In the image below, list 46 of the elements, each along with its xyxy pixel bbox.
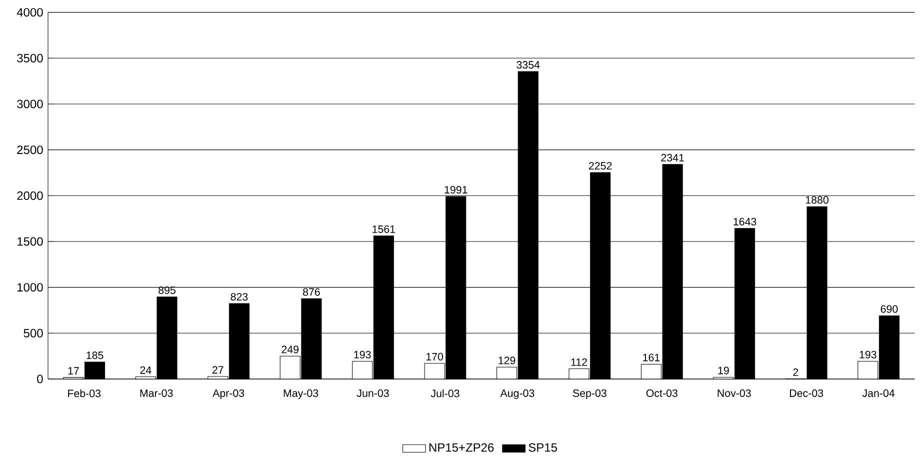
x-tick-label: Sep-03: [572, 389, 606, 400]
data-label: 3354: [516, 61, 540, 69]
data-label: 690: [880, 305, 898, 313]
data-label: 19: [718, 366, 729, 374]
y-tick-label: 3500: [17, 54, 43, 62]
legend-label: SP15: [528, 443, 557, 452]
data-label: 1561: [372, 225, 396, 233]
data-label: 2: [793, 368, 798, 376]
y-tick-label: 500: [24, 328, 43, 338]
data-label: 876: [303, 288, 320, 296]
x-tick-label: Mar-03: [140, 389, 173, 397]
y-tick-label: 1500: [18, 237, 43, 246]
data-label: 161: [643, 354, 660, 362]
data-label: 185: [86, 352, 104, 360]
data-label: 2341: [661, 154, 684, 162]
y-tick-label: 0: [37, 374, 43, 384]
data-label: 24: [140, 366, 152, 374]
x-tick-label: Jun-03: [356, 389, 389, 397]
y-tick-label: 2500: [17, 146, 43, 154]
data-label: 112: [571, 358, 587, 366]
x-tick-label: Oct-03: [646, 389, 678, 397]
data-label: 1880: [806, 196, 828, 204]
data-label: 2252: [589, 162, 612, 170]
data-label: 170: [426, 352, 444, 360]
y-tick-label: 1000: [18, 283, 43, 292]
x-tick-label: Jan-04: [862, 389, 895, 397]
y-tick-label: 4000: [16, 8, 43, 17]
y-tick-label: 2000: [17, 191, 43, 200]
legend-label: NP15+ZP26: [429, 443, 494, 452]
data-label: 193: [860, 350, 876, 358]
x-tick-label: May-03: [284, 389, 318, 400]
data-label: 193: [354, 350, 371, 358]
x-tick-label: Dec-03: [790, 389, 824, 397]
data-label: 1643: [734, 218, 756, 226]
data-label: 129: [498, 356, 516, 364]
x-tick-label: Nov-03: [718, 389, 751, 397]
data-label: 27: [212, 366, 224, 374]
data-label: 17: [68, 367, 79, 374]
x-tick-label: Apr-03: [212, 389, 244, 400]
x-tick-label: Jul-03: [430, 389, 460, 398]
x-tick-label: Feb-03: [68, 389, 101, 398]
x-tick-label: Aug-03: [500, 389, 534, 400]
data-label: 249: [282, 346, 298, 354]
y-tick-label: 3000: [17, 100, 43, 108]
data-label: 1991: [444, 186, 468, 194]
data-label: 823: [230, 293, 248, 301]
